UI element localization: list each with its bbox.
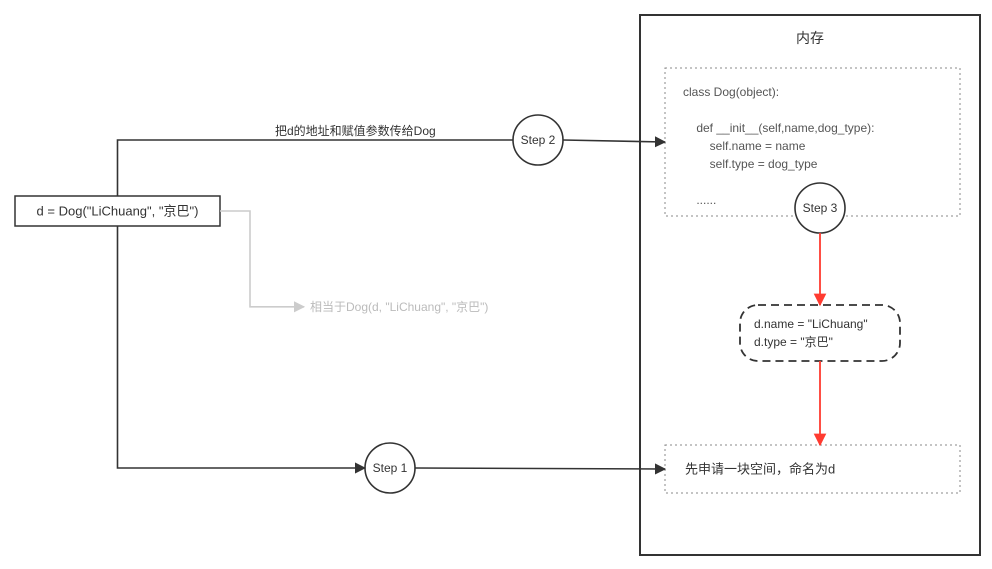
edge-step1-to-alloc [415,468,665,469]
alloc-text: 先申请一块空间，命名为d [685,462,835,477]
instance-box-line: d.type = "京巴" [754,335,833,349]
class-box-text: class Dog(object): def __init__(self,nam… [683,85,874,207]
instance-box [740,305,900,361]
instance-box-line: d.name = "LiChuang" [754,317,868,331]
edge-source-to-equiv [220,211,304,307]
label-equiv: 相当于Dog(d, "LiChuang", "京巴") [310,300,488,314]
edge-source-to-step1 [118,226,366,468]
class-box-line: class Dog(object): [683,85,779,99]
step1-label: Step 1 [373,461,408,475]
label-to-dog: 把d的地址和赋值参数传给Dog [275,123,436,138]
memory-title: 内存 [796,30,824,46]
source-text: d = Dog("LiChuang", "京巴") [37,204,199,219]
class-box-line: self.name = name [683,139,806,153]
step3-label: Step 3 [803,201,838,215]
class-box-line: def __init__(self,name,dog_type): [683,121,874,135]
edge-step2-to-class [563,140,665,142]
edge-source-to-step2 [118,140,514,196]
class-box-line: ...... [683,193,716,207]
diagram-canvas: 内存 d = Dog("LiChuang", "京巴") class Dog(o… [0,0,992,569]
step2-label: Step 2 [521,133,556,147]
class-box-line: self.type = dog_type [683,157,818,171]
instance-box-text: d.name = "LiChuang" d.type = "京巴" [754,317,868,349]
